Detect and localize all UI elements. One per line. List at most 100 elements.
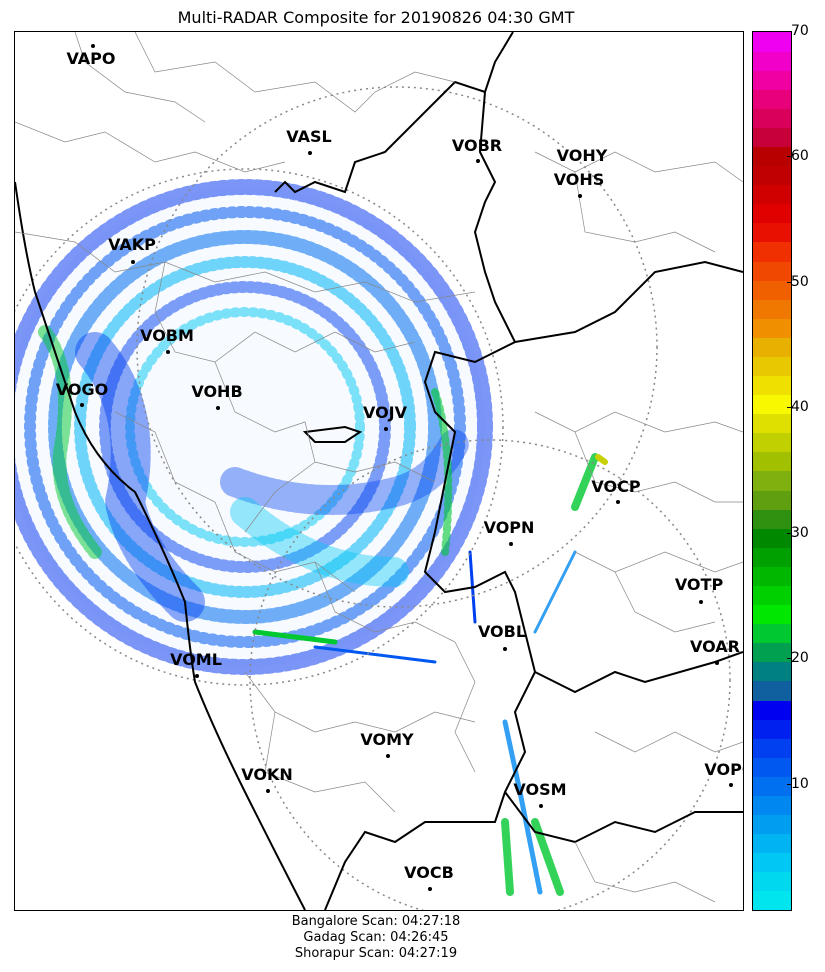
colorbar-segment — [753, 490, 791, 510]
station-label: VOPC — [704, 760, 743, 779]
station-dot — [476, 159, 480, 163]
station-dot — [729, 783, 733, 787]
colorbar-segment — [753, 337, 791, 357]
colorbar-tick-label: 60 — [787, 148, 809, 165]
station-dot — [578, 194, 582, 198]
colorbar-segment — [753, 280, 791, 300]
station-dot — [386, 754, 390, 758]
colorbar-segment — [753, 776, 791, 796]
station-dot — [503, 647, 507, 651]
colorbar-segment — [753, 222, 791, 243]
colorbar-tick-label: 50 — [787, 273, 809, 290]
colorbar-segment — [753, 719, 791, 739]
station-label: VOTP — [674, 575, 724, 594]
colorbar-segment — [753, 547, 791, 567]
boundaries — [15, 32, 743, 910]
station-label: VOGO — [55, 380, 109, 399]
station-dot — [699, 600, 703, 604]
station-label: VOBM — [140, 326, 194, 345]
station-label: VOSM — [513, 780, 567, 799]
station-dot — [266, 789, 270, 793]
station-label: VOHY — [556, 146, 608, 165]
colorbar-segment — [753, 261, 791, 281]
colorbar-segment — [753, 203, 791, 224]
colorbar-segment — [753, 32, 791, 52]
colorbar-segment — [753, 871, 791, 892]
colorbar-segment — [753, 757, 791, 777]
colorbar-segment — [753, 528, 791, 548]
station-dot — [80, 403, 84, 407]
station-label: VOKN — [241, 765, 293, 784]
station-dot — [308, 151, 312, 155]
reflectivity-colorbar — [752, 31, 792, 911]
colorbar-segment — [753, 680, 791, 701]
radar-coverage-rings — [15, 86, 731, 910]
station-label: VOCB — [404, 863, 454, 882]
station-dot — [715, 661, 719, 665]
colorbar-segment — [753, 432, 791, 453]
station-label: VOCP — [591, 477, 641, 496]
colorbar-segment — [753, 585, 791, 606]
station-label: VOHB — [191, 382, 243, 401]
radar-map: VAPO VASL VOBR VOHY VOHS VAKP VOBM VOGO … — [14, 31, 744, 911]
station-label: VOAR — [690, 637, 740, 656]
station-label: VOML — [170, 650, 222, 669]
colorbar-segment — [753, 51, 791, 71]
station-dot — [131, 260, 135, 264]
colorbar-segment — [753, 700, 791, 720]
colorbar-segment — [753, 604, 791, 625]
colorbar-segment — [753, 566, 791, 586]
map-layers — [15, 32, 743, 910]
colorbar-segment — [753, 661, 791, 682]
scan-time-shorapur: Shorapur Scan: 04:27:19 — [294, 946, 458, 961]
colorbar-segment — [753, 394, 791, 415]
scan-time-gadag: Gadag Scan: 04:26:45 — [303, 930, 449, 945]
station-label: VOHS — [553, 170, 605, 189]
colorbar-segment — [753, 356, 791, 377]
station-dot — [384, 427, 388, 431]
colorbar-segment — [753, 299, 791, 319]
station-label: VOBL — [477, 622, 527, 641]
map-title: Multi-RADAR Composite for 20190826 04:30… — [177, 8, 575, 27]
colorbar-segment — [753, 165, 791, 186]
colorbar-segment — [753, 89, 791, 109]
colorbar-segment — [753, 241, 791, 262]
colorbar-segment — [753, 738, 791, 758]
station-dot — [509, 542, 513, 546]
colorbar-segment — [753, 413, 791, 434]
colorbar-segment — [753, 127, 791, 147]
colorbar-segment — [753, 108, 791, 128]
colorbar-segment — [753, 642, 791, 663]
colorbar-segment — [753, 814, 791, 835]
station-dot — [91, 44, 95, 48]
colorbar-segment — [753, 890, 791, 910]
station-dot — [166, 350, 170, 354]
colorbar-segment — [753, 471, 791, 491]
scan-info: Bangalore Scan: 04:27:18 Gadag Scan: 04:… — [0, 914, 752, 962]
colorbar-segment — [753, 184, 791, 205]
colorbar-tick-label: 10 — [787, 775, 809, 792]
colorbar-segment — [753, 146, 791, 167]
colorbar-segment — [753, 509, 791, 529]
station-label: VOBR — [451, 136, 503, 155]
station-dot — [216, 406, 220, 410]
colorbar-tick-label: 30 — [787, 524, 809, 541]
colorbar-segment — [753, 70, 791, 90]
station-label: VOJV — [362, 403, 408, 422]
station-label: VAPO — [66, 49, 116, 68]
colorbar-segment — [753, 375, 791, 396]
station-dot — [616, 500, 620, 504]
station-dot — [195, 674, 199, 678]
colorbar-segment — [753, 623, 791, 644]
scan-time-bangalore: Bangalore Scan: 04:27:18 — [291, 914, 461, 929]
colorbar-segment — [753, 852, 791, 873]
station-dot — [539, 804, 543, 808]
colorbar-segment — [753, 451, 791, 472]
colorbar-tick-label: 20 — [787, 650, 809, 667]
colorbar-tick-label: 40 — [787, 399, 809, 416]
station-label: VOPN — [483, 518, 535, 537]
station-dot — [428, 887, 432, 891]
colorbar-segment — [753, 318, 791, 338]
station-label: VOMY — [360, 730, 414, 749]
colorbar-segment — [753, 795, 791, 816]
